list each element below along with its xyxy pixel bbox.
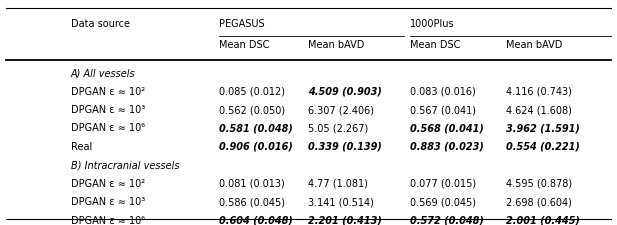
- Text: 0.568 (0.041): 0.568 (0.041): [410, 124, 484, 133]
- Text: PEGASUS: PEGASUS: [219, 19, 265, 29]
- Text: 4.116 (0.743): 4.116 (0.743): [506, 87, 572, 97]
- Text: 0.906 (0.016): 0.906 (0.016): [219, 142, 293, 152]
- Text: DPGAN ε ≈ 10⁶: DPGAN ε ≈ 10⁶: [71, 216, 145, 225]
- Text: 3.962 (1.591): 3.962 (1.591): [506, 124, 580, 133]
- Text: 4.624 (1.608): 4.624 (1.608): [506, 105, 572, 115]
- Text: DPGAN ε ≈ 10²: DPGAN ε ≈ 10²: [71, 87, 145, 97]
- Text: Data source: Data source: [71, 19, 130, 29]
- Text: 0.581 (0.048): 0.581 (0.048): [219, 124, 293, 133]
- Text: A) All vessels: A) All vessels: [71, 68, 136, 78]
- Text: 0.567 (0.041): 0.567 (0.041): [410, 105, 476, 115]
- Text: 0.562 (0.050): 0.562 (0.050): [219, 105, 285, 115]
- Text: 0.081 (0.013): 0.081 (0.013): [219, 179, 285, 189]
- Text: B) Intracranial vessels: B) Intracranial vessels: [71, 160, 180, 170]
- Text: Mean DSC: Mean DSC: [410, 40, 461, 50]
- Text: 0.077 (0.015): 0.077 (0.015): [410, 179, 476, 189]
- Text: 2.201 (0.413): 2.201 (0.413): [308, 216, 383, 225]
- Text: Mean DSC: Mean DSC: [219, 40, 270, 50]
- Text: DPGAN ε ≈ 10⁶: DPGAN ε ≈ 10⁶: [71, 124, 145, 133]
- Text: Mean bAVD: Mean bAVD: [506, 40, 562, 50]
- Text: 0.604 (0.048): 0.604 (0.048): [219, 216, 293, 225]
- Text: 6.307 (2.406): 6.307 (2.406): [308, 105, 375, 115]
- Text: 0.083 (0.016): 0.083 (0.016): [410, 87, 476, 97]
- Text: 0.572 (0.048): 0.572 (0.048): [410, 216, 484, 225]
- Text: 0.883 (0.023): 0.883 (0.023): [410, 142, 484, 152]
- Text: DPGAN ε ≈ 10³: DPGAN ε ≈ 10³: [71, 105, 145, 115]
- Text: 4.509 (0.903): 4.509 (0.903): [308, 87, 383, 97]
- Text: 0.085 (0.012): 0.085 (0.012): [219, 87, 285, 97]
- Text: 4.77 (1.081): 4.77 (1.081): [308, 179, 368, 189]
- Text: 0.569 (0.045): 0.569 (0.045): [410, 197, 476, 207]
- Text: 5.05 (2.267): 5.05 (2.267): [308, 124, 369, 133]
- Text: 0.554 (0.221): 0.554 (0.221): [506, 142, 580, 152]
- Text: 0.586 (0.045): 0.586 (0.045): [219, 197, 285, 207]
- Text: 4.595 (0.878): 4.595 (0.878): [506, 179, 572, 189]
- Text: Mean bAVD: Mean bAVD: [308, 40, 365, 50]
- Text: 3.141 (0.514): 3.141 (0.514): [308, 197, 375, 207]
- Text: DPGAN ε ≈ 10²: DPGAN ε ≈ 10²: [71, 179, 145, 189]
- Text: 1000Plus: 1000Plus: [410, 19, 455, 29]
- Text: 2.001 (0.445): 2.001 (0.445): [506, 216, 580, 225]
- Text: DPGAN ε ≈ 10³: DPGAN ε ≈ 10³: [71, 197, 145, 207]
- Text: Real: Real: [71, 142, 92, 152]
- Text: 2.698 (0.604): 2.698 (0.604): [506, 197, 572, 207]
- Text: 0.339 (0.139): 0.339 (0.139): [308, 142, 383, 152]
